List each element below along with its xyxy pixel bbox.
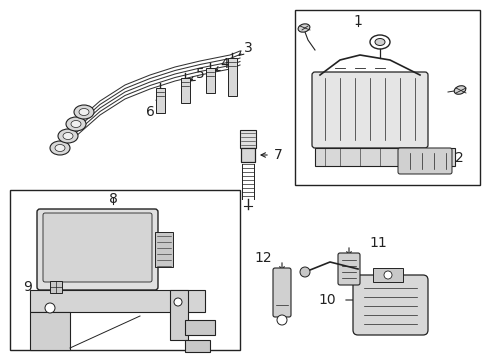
Ellipse shape	[50, 141, 70, 155]
Bar	[30, 312, 70, 350]
Text: 8: 8	[108, 192, 117, 206]
Text: 4: 4	[220, 57, 229, 71]
Circle shape	[276, 315, 286, 325]
Text: 10: 10	[318, 293, 335, 307]
Text: 1: 1	[353, 14, 362, 28]
Ellipse shape	[298, 24, 309, 32]
FancyBboxPatch shape	[311, 72, 427, 148]
Circle shape	[299, 267, 309, 277]
Ellipse shape	[71, 121, 81, 127]
Ellipse shape	[369, 35, 389, 49]
Bar	[156, 88, 164, 113]
Bar	[10, 190, 240, 350]
Text: 5: 5	[195, 67, 204, 81]
Text: 12: 12	[254, 251, 271, 265]
Bar	[155, 232, 173, 267]
Text: 2: 2	[454, 151, 463, 165]
Bar	[372, 268, 402, 282]
Bar	[294, 10, 479, 185]
Circle shape	[383, 271, 391, 279]
Bar	[184, 340, 209, 352]
Ellipse shape	[374, 39, 384, 45]
Text: 7: 7	[273, 148, 282, 162]
Bar	[181, 78, 190, 103]
FancyBboxPatch shape	[337, 253, 359, 285]
Bar	[184, 320, 215, 335]
FancyBboxPatch shape	[397, 148, 451, 174]
Bar	[240, 130, 256, 148]
Bar	[170, 290, 187, 340]
FancyBboxPatch shape	[272, 268, 290, 317]
Circle shape	[174, 298, 182, 306]
Ellipse shape	[58, 129, 78, 143]
Ellipse shape	[74, 105, 94, 119]
Ellipse shape	[66, 117, 86, 131]
Bar	[30, 290, 204, 312]
Bar	[50, 281, 62, 293]
FancyBboxPatch shape	[43, 213, 152, 282]
Text: 9: 9	[23, 280, 32, 294]
Text: 3: 3	[243, 41, 252, 55]
Circle shape	[45, 303, 55, 313]
Text: 11: 11	[368, 236, 386, 250]
Ellipse shape	[453, 86, 465, 94]
Bar	[241, 148, 254, 162]
Bar	[227, 58, 237, 96]
Bar	[205, 68, 215, 93]
FancyBboxPatch shape	[37, 209, 158, 290]
FancyBboxPatch shape	[352, 275, 427, 335]
Ellipse shape	[63, 132, 73, 139]
Bar	[314, 148, 454, 166]
Ellipse shape	[79, 108, 89, 116]
Text: 6: 6	[145, 105, 154, 119]
Ellipse shape	[55, 144, 65, 152]
